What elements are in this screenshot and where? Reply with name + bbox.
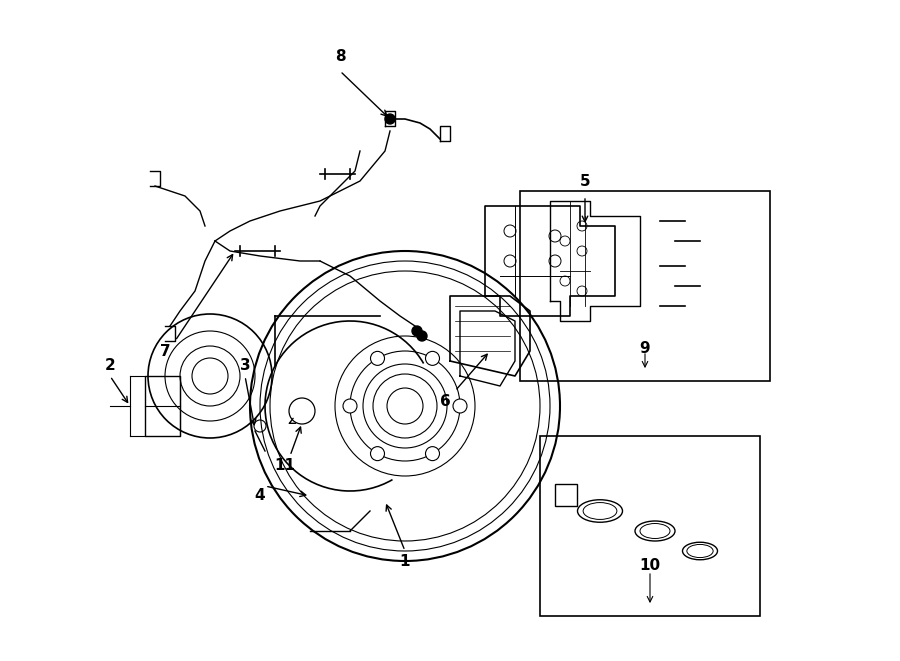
Text: 6: 6 — [439, 393, 450, 408]
Text: 5: 5 — [580, 173, 590, 188]
Text: 8: 8 — [335, 48, 346, 63]
Bar — [540, 436, 760, 616]
Circle shape — [371, 447, 384, 461]
Bar — [520, 191, 770, 381]
Bar — [145, 376, 180, 436]
Text: 4: 4 — [255, 488, 266, 504]
Circle shape — [371, 352, 384, 366]
Circle shape — [385, 114, 395, 124]
Text: 11: 11 — [274, 459, 295, 473]
Bar — [555, 484, 577, 506]
Text: 3: 3 — [239, 358, 250, 373]
Circle shape — [426, 447, 439, 461]
Text: 1: 1 — [400, 553, 410, 568]
Text: 7: 7 — [159, 344, 170, 358]
Text: 2: 2 — [104, 358, 115, 373]
Text: 10: 10 — [639, 558, 661, 573]
Circle shape — [387, 388, 423, 424]
Circle shape — [343, 399, 357, 413]
Circle shape — [453, 399, 467, 413]
Circle shape — [417, 331, 427, 341]
Circle shape — [412, 326, 422, 336]
Circle shape — [426, 352, 439, 366]
Text: 9: 9 — [640, 341, 651, 356]
